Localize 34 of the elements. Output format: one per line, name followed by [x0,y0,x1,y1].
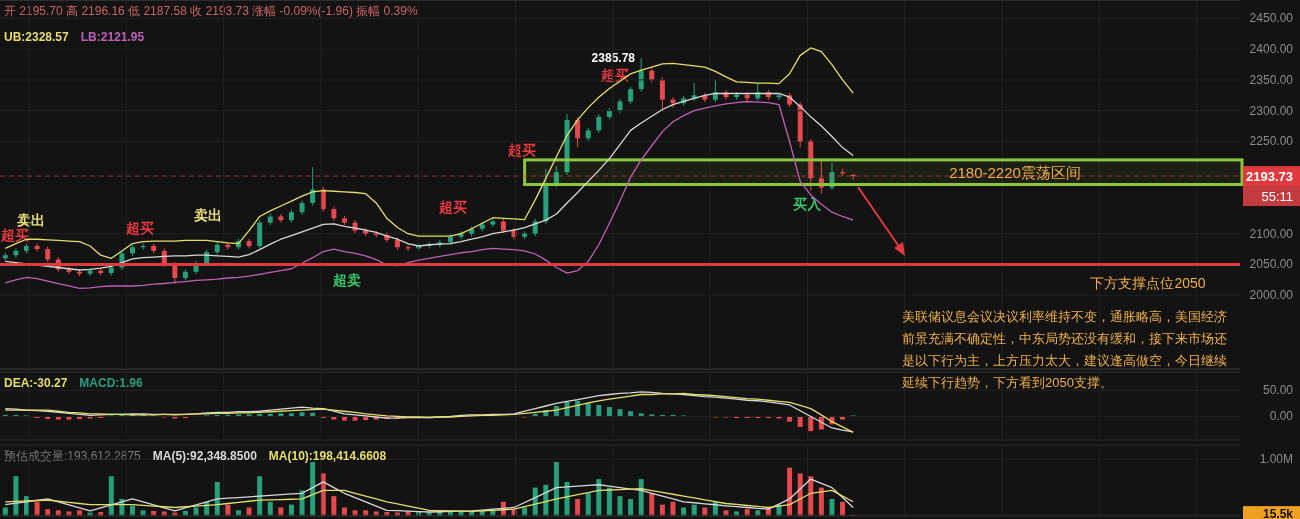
text: MA(10):198,414.6608 [268,449,387,463]
annotation: 卖出 [194,207,222,223]
y-tick-label: 2400.00 [1249,42,1294,57]
annotation: 超卖 [332,272,361,288]
band-label: 2180-2220震荡区间 [949,163,1081,181]
ref-line-label: 2193.73 [1246,168,1293,184]
annotation: 买入 [793,196,822,212]
y-tick-label: 2100.00 [1249,226,1294,241]
y-tick-label: 2250.00 [1249,134,1294,149]
text: 55:11 [1261,188,1293,204]
chart-title: 开 2195.70 高 2196.16 低 2187.58 收 2193.73 涨幅 -0.09%(-1.96) 振幅 0.39% [4,4,418,18]
y-tick-label: 1.00M [1259,452,1293,467]
annotation: 超买 [438,199,467,215]
note: 美联储议息会议决议利率维持不变，通胀略高，美国经济前景充满不确定性，中东局势还没有缓和，接下来市场还是以下行为主，上方压力太大，建议逢高做空，今日继续延续下行趋势，下方看到2050支撑。 [902,308,1228,392]
annotation: 2385.78 [591,51,636,65]
y-tick-label: 2300.00 [1249,103,1294,118]
ref-line-label: 下方支撑点位2050 [1090,275,1206,292]
annotation: 超买 [0,227,29,243]
y-tick-label: 0.00 [1269,409,1294,424]
text: LB:2121.95 [80,30,145,44]
text: MA(5):92,348.8500 [152,449,258,463]
y-tick-label: 15.5k [1262,507,1294,519]
annotation: 预估成交量:193,612.2875 [4,449,142,463]
y-tick-label: 2050.00 [1249,257,1294,272]
annotation: 超买 [125,220,154,236]
annotation: 卖出 [17,212,45,228]
text: MACD:1.96 [79,376,144,390]
y-tick-label: 2350.00 [1249,72,1294,87]
text: UB:2328.57 [4,30,70,44]
y-tick-label: 2000.00 [1249,288,1294,303]
annotation: 超买 [600,67,629,83]
y-tick-label: 50.00 [1262,383,1294,398]
series-label: DEA:-30.27 [4,376,68,390]
y-tick-label: 2450.00 [1249,11,1294,26]
